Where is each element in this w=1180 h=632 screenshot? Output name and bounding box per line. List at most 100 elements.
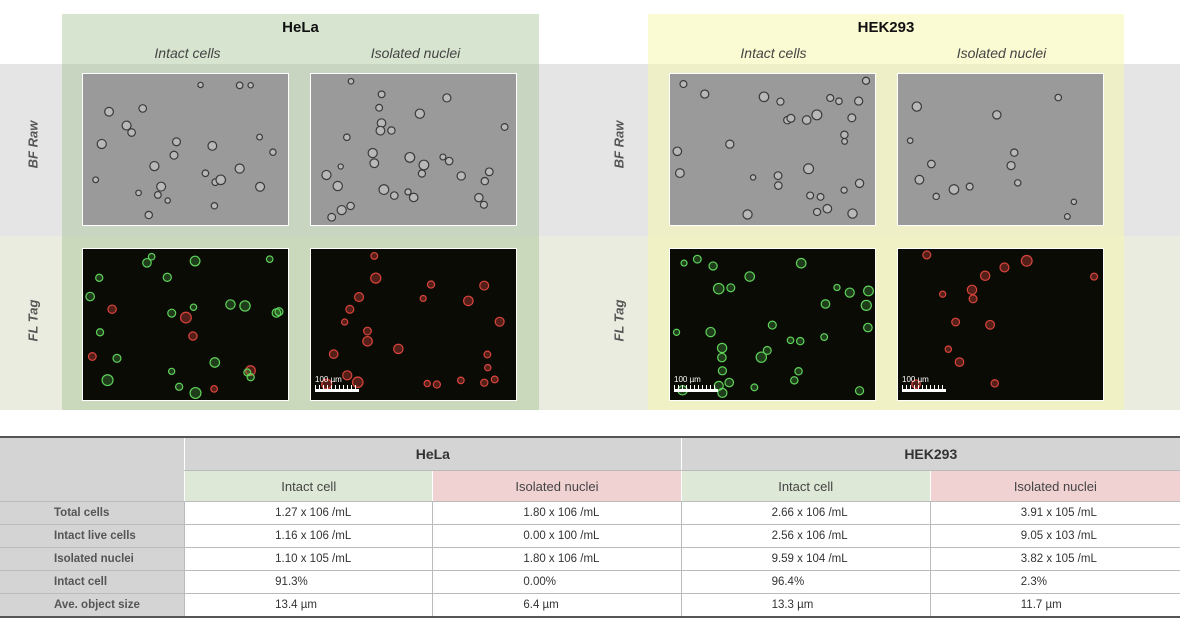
green-cell-marker [708, 261, 718, 271]
bf-cell-mark [847, 208, 858, 219]
bf-cell-mark [92, 176, 100, 184]
red-nucleus-marker [494, 316, 505, 327]
bf-cell-mark [679, 80, 688, 89]
red-nucleus-marker [979, 270, 991, 281]
bf-cell-mark [369, 158, 380, 169]
bf-cell-mark [1063, 213, 1071, 220]
bf-cell-mark [255, 181, 266, 192]
bf-cell-mark [948, 184, 960, 195]
bf-cell-mark [474, 192, 484, 203]
green-cell-marker [717, 366, 728, 376]
red-nucleus-marker [107, 304, 117, 314]
panel-title: HEK293 [857, 19, 915, 36]
table-cell: 96.4% [680, 570, 931, 594]
hek293-nuclei-bf-image [897, 73, 1104, 226]
bf-cell-mark [408, 192, 419, 203]
scale-bar-line [902, 385, 946, 392]
red-nucleus-marker [1090, 272, 1099, 281]
table-row: Total cells 1.27 x 106 /mL 1.80 x 106 /m… [0, 501, 1180, 525]
scale-bar: 100 µm [315, 375, 359, 392]
scale-bar-line [674, 385, 718, 392]
green-cell-marker [712, 282, 725, 295]
table-cell: 0.00% [432, 570, 682, 594]
bf-cell-mark [479, 200, 488, 209]
bf-cell-mark [327, 212, 337, 222]
bf-cell-mark [835, 97, 843, 106]
bf-cell-mark [121, 120, 132, 131]
green-cell-marker [167, 308, 177, 318]
red-nucleus-marker [362, 326, 372, 336]
bf-cell-mark [806, 191, 815, 200]
red-nucleus-marker [328, 349, 339, 359]
bf-cell-mark [321, 169, 332, 181]
bf-cell-mark [138, 104, 148, 113]
green-cell-marker [142, 257, 152, 268]
bf-cell-mark [404, 188, 412, 196]
scale-bar-line [315, 385, 359, 392]
green-cell-marker [680, 259, 688, 267]
bf-cell-mark [932, 192, 940, 201]
red-nucleus-marker [342, 370, 353, 381]
cell-count-table: HeLa HEK293 Intact cell Isolated nuclei … [0, 436, 1180, 618]
red-nucleus-marker [423, 379, 432, 388]
green-cell-marker [717, 352, 727, 363]
table-group-hek293: HEK293 [680, 436, 1180, 471]
image-background [898, 249, 1103, 400]
red-nucleus-marker [966, 284, 978, 296]
bf-cell-mark [847, 113, 857, 123]
image-background [83, 74, 288, 225]
green-cell-marker [795, 257, 807, 269]
hela-intact-fl-image [82, 248, 289, 401]
bf-cell-mark [375, 125, 386, 136]
red-nucleus-marker [944, 345, 953, 353]
bf-cell-mark [234, 163, 245, 174]
table-row: Intact live cells 1.16 x 106 /mL 0.00 x … [0, 524, 1180, 548]
row-label-fl: FL Tag [25, 299, 41, 342]
green-cell-marker [820, 333, 829, 341]
green-cell-marker [833, 283, 841, 292]
bf-cell-mark [171, 137, 182, 147]
row-label: Ave. object size [0, 593, 185, 618]
bf-cell-mark [336, 204, 347, 216]
table-cell: 11.7 µm [929, 593, 1180, 618]
bf-cell-mark [1013, 179, 1022, 187]
row-label: Isolated nuclei [0, 547, 185, 571]
red-nucleus-marker [419, 294, 427, 302]
green-cell-marker [162, 272, 172, 282]
bf-cell-mark [156, 181, 167, 192]
bf-cell-mark [442, 93, 452, 103]
bf-cell-mark [197, 81, 204, 89]
image-background [83, 249, 288, 400]
table-subhead: Intact cell [680, 470, 931, 502]
red-nucleus-marker [951, 317, 961, 327]
bf-cell-mark [700, 89, 710, 99]
bf-cell-mark [215, 174, 227, 186]
image-background [670, 249, 875, 400]
red-nucleus-marker [985, 319, 996, 330]
bf-cell-mark [444, 156, 454, 166]
table-cell: 2.66 x 106 /mL [680, 501, 931, 525]
bf-cell-mark [758, 91, 770, 103]
red-nucleus-marker [1020, 254, 1033, 267]
bf-cell-mark [342, 133, 351, 142]
table-cell: 1.27 x 106 /mL [184, 501, 433, 525]
bf-cell-mark [854, 178, 865, 189]
table-group-hela: HeLa [184, 436, 682, 471]
scale-bar: 100 µm [902, 375, 946, 392]
red-nucleus-marker [990, 379, 1000, 388]
bf-cell-mark [210, 202, 219, 210]
bf-cell-mark [811, 109, 823, 121]
red-nucleus-marker [345, 304, 355, 314]
bf-cell-mark [404, 151, 416, 163]
green-cell-marker [786, 336, 795, 345]
green-cell-marker [863, 322, 873, 333]
bf-cell-mark [417, 169, 427, 178]
green-cell-marker [189, 386, 202, 400]
panel-title: HeLa [282, 19, 319, 36]
red-nucleus-marker [463, 295, 474, 307]
table-cell: 2.56 x 106 /mL [680, 524, 931, 548]
green-cell-marker [795, 336, 805, 346]
bf-cell-mark [786, 113, 796, 123]
table-cell: 9.59 x 104 /mL [680, 547, 931, 571]
bf-cell-mark [826, 93, 835, 103]
